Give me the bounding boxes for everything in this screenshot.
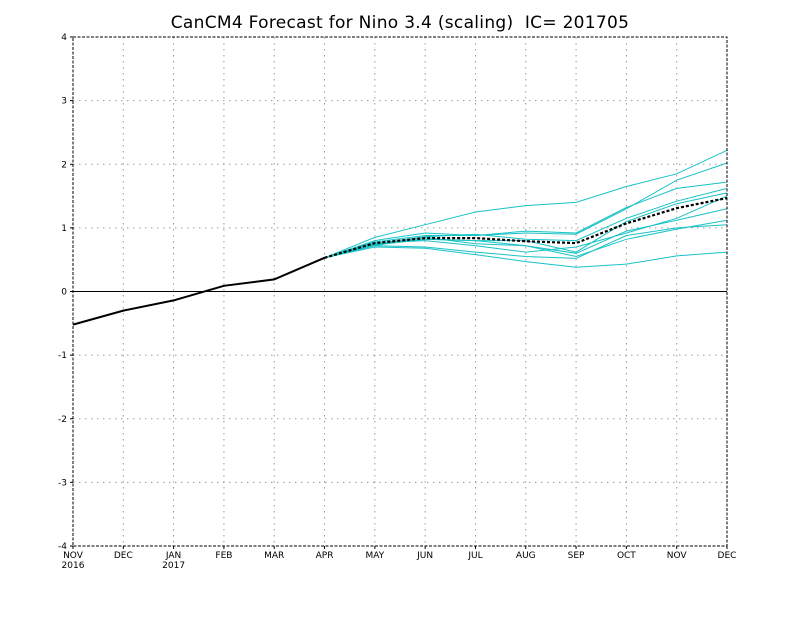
x-tick-label: APR	[316, 551, 334, 561]
y-tick-label: 0	[61, 288, 67, 298]
x-tick-label: JAN	[165, 551, 181, 561]
x-tick-label: FEB	[215, 551, 232, 561]
x-tick-label: SEP	[568, 551, 585, 561]
x-tick-label: OCT	[617, 551, 636, 561]
x-tick-label: DEC	[718, 551, 737, 561]
x-tick-label: AUG	[516, 551, 536, 561]
y-tick-label: -4	[58, 542, 67, 552]
ensemble-member-line	[324, 181, 728, 259]
y-tick-label: 4	[61, 33, 67, 43]
y-tick-label: -2	[58, 415, 67, 425]
x-year-label: 2016	[62, 561, 85, 571]
ensemble-member-line	[324, 224, 728, 259]
x-tick-label: MAR	[264, 551, 284, 561]
ensemble-member-line	[324, 149, 728, 259]
gridlines	[73, 37, 727, 546]
ensemble-member-line	[324, 162, 728, 259]
observed-line	[72, 256, 325, 326]
x-tick-label: NOV	[667, 551, 688, 561]
ensemble-member-line	[324, 187, 728, 259]
x-tick-label: NOV	[63, 551, 84, 561]
ensemble-member-line	[324, 195, 728, 259]
x-tick-label: MAY	[365, 551, 384, 561]
y-tick-label: 3	[61, 97, 67, 107]
x-tick-label: JUN	[416, 551, 433, 561]
observed-series	[72, 256, 325, 326]
ensemble-member-line	[324, 219, 728, 259]
y-tick-label: 2	[61, 160, 67, 170]
x-tick-label: JUL	[467, 551, 482, 561]
x-tick-label: DEC	[114, 551, 133, 561]
y-tick-label: -3	[58, 478, 67, 488]
y-tick-label: 1	[61, 224, 67, 234]
ensemble-member-line	[324, 246, 728, 268]
ensemble-members	[324, 149, 728, 268]
chart-title: CanCM4 Forecast for Nino 3.4 (scaling) I…	[171, 13, 630, 33]
x-year-label: 2017	[162, 561, 185, 571]
y-tick-label: -1	[58, 351, 67, 361]
